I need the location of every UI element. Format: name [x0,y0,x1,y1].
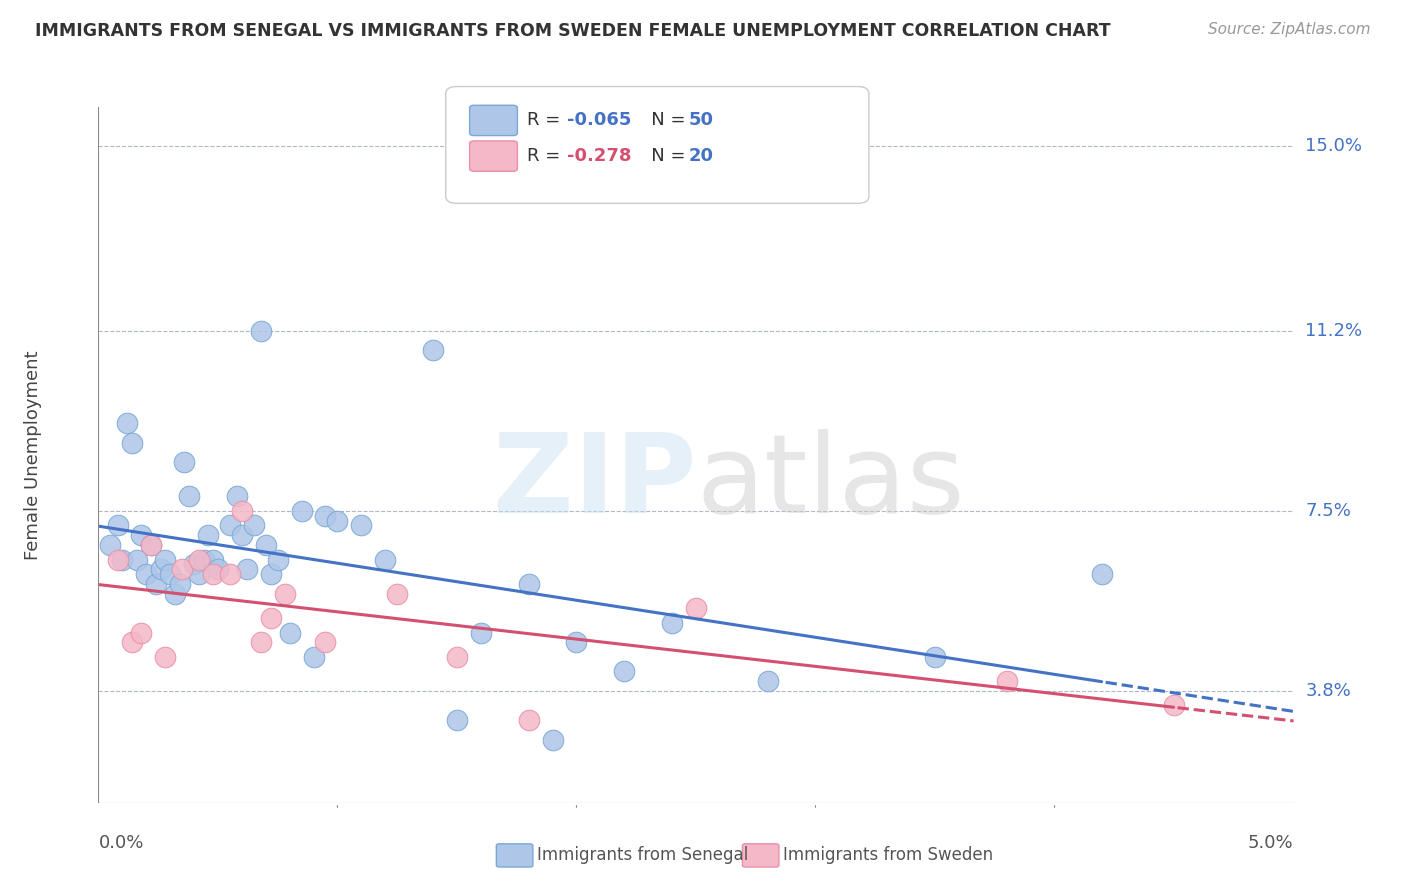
Point [149,562,172,576]
Point [254,538,277,552]
Point [179,489,201,503]
Point [661,615,683,630]
Point [541,732,564,747]
Text: R =: R = [527,112,567,129]
Point [169,577,191,591]
Point [207,562,229,576]
Point [187,552,209,566]
Point [995,674,1018,689]
Point [274,586,297,600]
Point [613,665,636,679]
Point [517,577,540,591]
Point [202,567,225,582]
Point [163,586,186,600]
Point [139,538,162,552]
Point [250,324,273,338]
Point [115,417,138,431]
Text: 11.2%: 11.2% [1305,322,1362,340]
Point [131,625,153,640]
Text: 3.8%: 3.8% [1305,681,1351,700]
Point [259,567,281,582]
Text: 50: 50 [689,112,714,129]
Point [159,567,181,582]
Text: 5.0%: 5.0% [1249,834,1294,852]
Text: 20: 20 [689,147,714,165]
Point [290,504,312,518]
Point [1163,698,1185,713]
Point [139,538,162,552]
Point [98,538,122,552]
Point [231,528,253,542]
Point [685,601,707,615]
Point [278,625,301,640]
Text: Female Unemployment: Female Unemployment [24,351,42,559]
Text: 0.0%: 0.0% [98,834,143,852]
Point [446,713,468,727]
Point [446,649,468,664]
Point [226,489,249,503]
Text: atlas: atlas [696,429,965,536]
Point [235,562,257,576]
Point [267,552,290,566]
Text: Source: ZipAtlas.com: Source: ZipAtlas.com [1208,22,1371,37]
Point [135,567,157,582]
Point [193,552,215,566]
Point [107,518,129,533]
Point [219,518,242,533]
Point [924,649,946,664]
Point [374,552,396,566]
Text: N =: N = [634,112,692,129]
Point [314,508,337,523]
Point [326,514,349,528]
Point [219,567,242,582]
Point [470,625,492,640]
Point [131,528,153,542]
Point [155,649,177,664]
Point [111,552,134,566]
Point [125,552,148,566]
Text: Immigrants from Senegal: Immigrants from Senegal [537,846,748,863]
Point [314,635,337,649]
Point [173,455,195,469]
Text: -0.065: -0.065 [567,112,631,129]
Point [107,552,129,566]
Text: R =: R = [527,147,567,165]
Point [172,562,194,576]
Text: Immigrants from Sweden: Immigrants from Sweden [783,846,993,863]
Point [422,343,444,358]
Point [183,558,205,572]
Point [350,518,373,533]
Point [517,713,540,727]
Point [155,552,177,566]
Point [121,435,143,450]
Point [197,528,219,542]
Point [202,552,225,566]
Point [187,567,209,582]
Text: 7.5%: 7.5% [1305,502,1351,520]
Point [121,635,143,649]
Point [302,649,325,664]
Text: IMMIGRANTS FROM SENEGAL VS IMMIGRANTS FROM SWEDEN FEMALE UNEMPLOYMENT CORRELATIO: IMMIGRANTS FROM SENEGAL VS IMMIGRANTS FR… [35,22,1111,40]
Point [385,586,409,600]
Point [259,611,281,625]
Point [1091,567,1114,582]
Point [145,577,167,591]
Text: N =: N = [634,147,692,165]
Point [243,518,266,533]
Point [565,635,588,649]
Point [250,635,273,649]
Text: 15.0%: 15.0% [1305,137,1362,155]
Text: -0.278: -0.278 [567,147,631,165]
Point [756,674,779,689]
Text: ZIP: ZIP [492,429,696,536]
Point [231,504,253,518]
